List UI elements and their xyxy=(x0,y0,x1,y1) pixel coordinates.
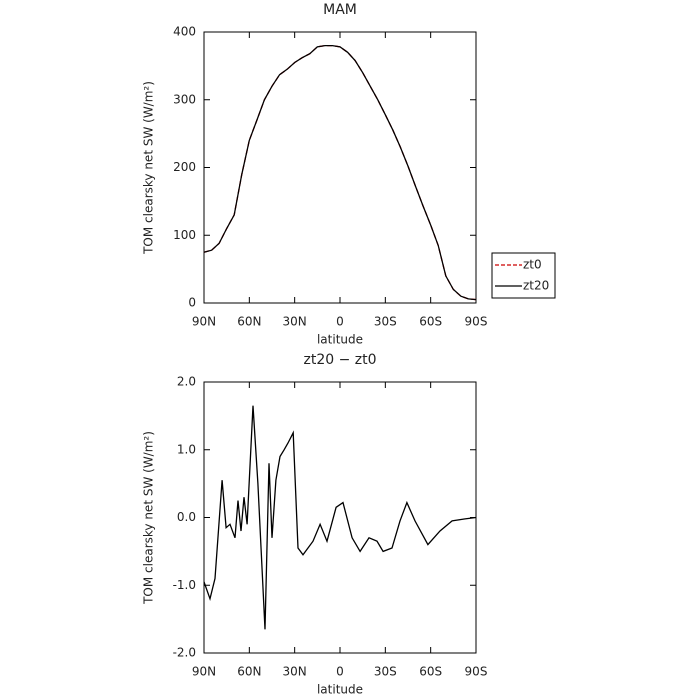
y-tick-label: 0.0 xyxy=(177,510,196,524)
legend-label: zt20 xyxy=(523,279,549,293)
legend-box xyxy=(491,252,556,299)
series-line xyxy=(203,44,477,301)
y-tick-label: -1.0 xyxy=(173,578,196,592)
x-tick-label: 90N xyxy=(192,315,216,329)
x-tick-label: 30N xyxy=(283,665,307,679)
plot-frame xyxy=(203,381,477,654)
y-axis-label: TOM clearsky net SW (W/m²) xyxy=(142,81,156,255)
y-tick-label: 200 xyxy=(173,160,196,174)
series-line xyxy=(203,44,477,301)
x-axis-label: latitude xyxy=(317,333,363,347)
series-line xyxy=(203,405,477,630)
x-tick-label: 0 xyxy=(336,315,344,329)
x-tick-label: 30S xyxy=(374,665,397,679)
x-tick-label: 60N xyxy=(237,665,261,679)
plot-frame xyxy=(203,31,477,304)
x-tick-label: 90S xyxy=(465,665,488,679)
x-tick-label: 30N xyxy=(283,315,307,329)
y-tick-label: 1.0 xyxy=(177,442,196,456)
chart-title: MAM xyxy=(323,2,357,18)
y-tick-label: 400 xyxy=(173,25,196,39)
y-tick-label: 100 xyxy=(173,228,196,242)
x-tick-label: 60S xyxy=(419,665,442,679)
y-tick-label: 300 xyxy=(173,92,196,106)
x-tick-label: 90S xyxy=(465,315,488,329)
x-tick-label: 60N xyxy=(237,315,261,329)
y-tick-label: 2.0 xyxy=(177,375,196,389)
chart-title: zt20 − zt0 xyxy=(303,352,376,368)
x-axis-label: latitude xyxy=(317,683,363,697)
x-tick-label: 60S xyxy=(419,315,442,329)
legend-label: zt0 xyxy=(523,258,542,272)
x-tick-label: 30S xyxy=(374,315,397,329)
x-tick-label: 0 xyxy=(336,665,344,679)
x-tick-label: 90N xyxy=(192,665,216,679)
y-axis-label: TOM clearsky net SW (W/m²) xyxy=(142,431,156,605)
y-tick-label: 0 xyxy=(188,296,196,310)
y-tick-label: -2.0 xyxy=(173,646,196,660)
